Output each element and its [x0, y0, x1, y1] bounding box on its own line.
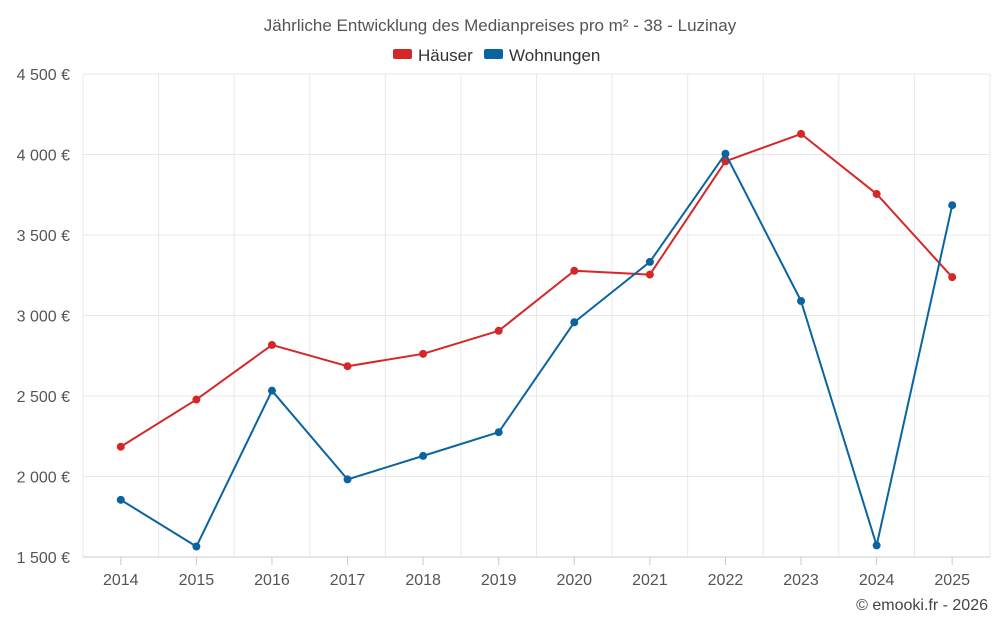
series-line-wohnungen	[120, 152, 954, 548]
data-point-hauser[interactable]	[570, 266, 579, 275]
x-tick-label: 2022	[708, 572, 744, 589]
x-tick-label: 2018	[405, 572, 441, 589]
data-point-hauser[interactable]	[494, 326, 503, 335]
x-axis: 2014 2015 2016 2017 2018 2019 2020 2021 2022 2023…	[83, 556, 990, 589]
grid	[82, 73, 991, 558]
y-tick-label: 3 000 €	[17, 309, 70, 326]
y-tick-label: 3 500 €	[17, 228, 70, 245]
y-tick-label: 2 000 €	[17, 470, 70, 487]
x-tick-label: 2023	[783, 572, 819, 589]
data-point-wohnungen[interactable]	[570, 318, 579, 327]
data-point-wohnungen[interactable]	[645, 257, 654, 266]
data-point-wohnungen[interactable]	[948, 201, 957, 210]
data-point-hauser[interactable]	[948, 273, 957, 282]
data-point-hauser[interactable]	[872, 189, 881, 198]
legend-swatch-hauser[interactable]	[393, 49, 412, 59]
data-point-wohnungen[interactable]	[797, 297, 806, 306]
data-point-hauser[interactable]	[343, 362, 352, 371]
y-axis: 1 500 € 2 000 € 2 500 € 3 000 € 3 500 € 4 000…	[17, 67, 70, 567]
data-point-wohnungen[interactable]	[872, 541, 881, 550]
data-point-hauser[interactable]	[645, 270, 654, 279]
y-tick-label: 2 500 €	[17, 389, 70, 406]
x-tick-label: 2016	[254, 572, 290, 589]
data-point-wohnungen[interactable]	[419, 451, 428, 460]
legend-label-hauser[interactable]: Häuser	[418, 46, 473, 65]
data-point-wohnungen[interactable]	[267, 386, 276, 395]
data-point-hauser[interactable]	[419, 349, 428, 358]
data-point-wohnungen[interactable]	[494, 428, 503, 437]
x-tick-label: 2015	[179, 572, 215, 589]
y-tick-label: 4 000 €	[17, 148, 70, 165]
x-tick-label: 2021	[632, 572, 668, 589]
x-tick-label: 2025	[934, 572, 970, 589]
data-point-hauser[interactable]	[192, 395, 201, 404]
x-tick-label: 2017	[330, 572, 366, 589]
data-point-hauser[interactable]	[116, 442, 125, 451]
series-line-hauser	[120, 132, 953, 448]
y-tick-label: 4 500 €	[17, 67, 70, 84]
legend-label-wohnungen[interactable]: Wohnungen	[509, 46, 600, 65]
data-point-wohnungen[interactable]	[343, 475, 352, 484]
data-point-hauser[interactable]	[267, 340, 276, 349]
x-tick-label: 2014	[103, 572, 139, 589]
series	[116, 129, 957, 551]
data-point-wohnungen[interactable]	[192, 542, 201, 551]
data-point-wohnungen[interactable]	[721, 149, 730, 158]
x-tick-label: 2019	[481, 572, 517, 589]
x-tick-label: 2020	[556, 572, 592, 589]
x-tick-label: 2024	[859, 572, 895, 589]
credit-text: © emooki.fr - 2026	[856, 597, 988, 614]
data-point-hauser[interactable]	[797, 129, 806, 138]
y-tick-label: 1 500 €	[17, 550, 70, 567]
chart-title: Jährliche Entwicklung des Medianpreises …	[264, 16, 737, 35]
legend: Häuser Wohnungen	[393, 46, 600, 65]
legend-swatch-wohnungen[interactable]	[484, 49, 503, 59]
data-point-wohnungen[interactable]	[116, 495, 125, 504]
